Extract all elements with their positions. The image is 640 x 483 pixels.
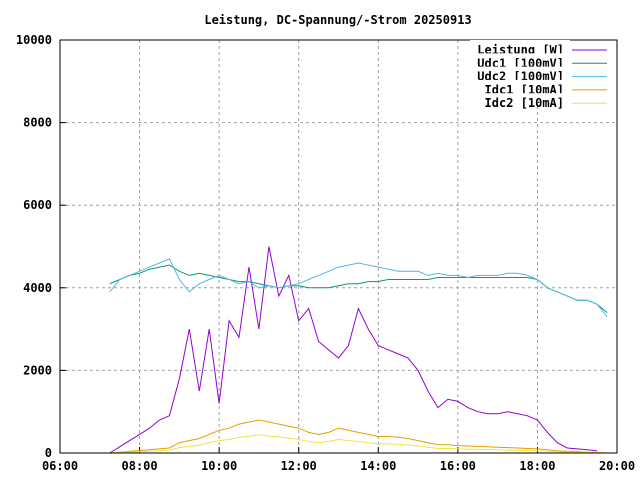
legend-bg xyxy=(470,53,570,67)
x-tick-label: 12:00 xyxy=(281,459,317,473)
axis-ticks: 06:00 08:00 10:00 12:00 14:00 16:00 18:00 20:00… xyxy=(16,33,635,473)
legend-label: Idc2 [10mA] xyxy=(485,96,564,110)
grid xyxy=(60,40,617,453)
legend-bg xyxy=(470,40,570,53)
series-line-3 xyxy=(109,419,608,454)
y-tick-label: 4000 xyxy=(23,281,52,295)
series-line-1 xyxy=(109,264,608,313)
x-tick-label: 06:00 xyxy=(42,459,78,473)
x-tick-label: 16:00 xyxy=(440,459,476,473)
legend-bg xyxy=(470,79,570,93)
legend-bg xyxy=(470,66,570,80)
y-tick-label: 10000 xyxy=(16,33,52,47)
series-lines xyxy=(109,246,608,454)
chart-title: Leistung, DC-Spannung/-Strom 20250913 xyxy=(204,13,471,27)
legend-bg xyxy=(470,93,570,107)
y-tick-label: 8000 xyxy=(23,116,52,130)
x-tick-label: 14:00 xyxy=(360,459,396,473)
series-line-0 xyxy=(109,246,598,454)
x-tick-label: 20:00 xyxy=(599,459,635,473)
y-tick-label: 0 xyxy=(45,446,52,460)
series-line-2 xyxy=(109,258,608,318)
plot-border xyxy=(59,39,618,454)
y-tick-label: 6000 xyxy=(23,198,52,212)
x-tick-label: 18:00 xyxy=(519,459,555,473)
x-tick-label: 10:00 xyxy=(201,459,237,473)
x-tick-label: 08:00 xyxy=(122,459,158,473)
series-line-4 xyxy=(109,434,608,454)
legend: Leistung [W]Udc1 [100mV]Udc2 [100mV]Idc1… xyxy=(470,40,607,110)
y-tick-label: 2000 xyxy=(23,363,52,377)
